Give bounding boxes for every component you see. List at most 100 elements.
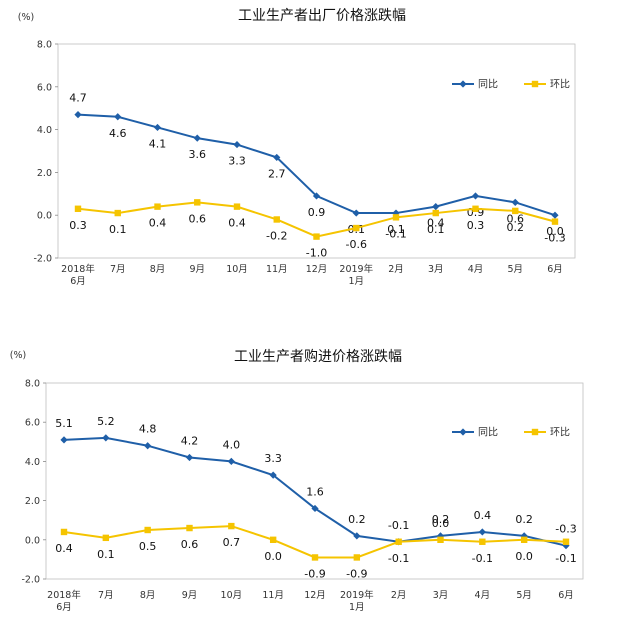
y-tick-label: 2.0 xyxy=(37,168,52,179)
data-point-marker xyxy=(478,528,486,536)
x-tick-label: 12月 xyxy=(306,264,328,275)
data-point-marker xyxy=(392,214,400,221)
data-label: 0.0 xyxy=(515,550,533,563)
x-tick-label: 2019年 xyxy=(339,263,373,275)
data-label: 0.6 xyxy=(189,212,207,225)
data-point-marker xyxy=(114,209,121,217)
x-tick-label: 11月 xyxy=(266,264,288,275)
x-tick-label: 10月 xyxy=(221,590,243,601)
data-label: 4.7 xyxy=(69,92,87,105)
data-point-marker xyxy=(227,457,235,465)
data-point-marker xyxy=(154,203,161,210)
x-tick-label: 3月 xyxy=(428,264,444,275)
data-point-marker xyxy=(432,203,440,211)
y-tick-label: 6.0 xyxy=(25,418,40,429)
data-point-marker xyxy=(562,538,570,545)
data-label: 0.0 xyxy=(432,517,450,530)
x-tick-label: 6月 xyxy=(56,602,72,613)
data-label: -1.0 xyxy=(306,247,327,260)
data-point-marker xyxy=(186,524,193,532)
data-label: 3.3 xyxy=(264,452,282,465)
data-point-marker xyxy=(194,199,201,206)
x-tick-label: 8月 xyxy=(150,264,166,275)
data-point-marker xyxy=(185,453,194,462)
legend-label: 同比 xyxy=(478,427,498,439)
data-label: 0.1 xyxy=(97,548,115,561)
x-tick-label: 6月 xyxy=(547,264,563,275)
data-point-marker xyxy=(228,522,235,530)
data-label: 0.4 xyxy=(474,509,492,522)
data-label: -0.9 xyxy=(304,567,325,580)
data-label: 0.2 xyxy=(348,513,366,526)
legend-swatch-marker xyxy=(531,428,539,436)
x-tick-label: 1月 xyxy=(348,276,364,287)
data-point-marker xyxy=(437,536,444,543)
x-tick-label: 5月 xyxy=(507,264,523,275)
data-label: 0.7 xyxy=(223,536,241,549)
data-point-marker xyxy=(60,528,68,536)
data-label: 0.4 xyxy=(427,217,445,230)
data-label: 0.4 xyxy=(228,217,246,230)
legend-label: 环比 xyxy=(550,427,570,439)
x-tick-label: 5月 xyxy=(516,590,532,601)
data-label: 0.0 xyxy=(546,225,564,238)
x-tick-label: 7月 xyxy=(110,264,126,275)
data-label: 5.1 xyxy=(55,417,73,430)
legend-swatch-marker xyxy=(459,80,467,88)
x-tick-label: 11月 xyxy=(262,590,284,601)
x-tick-label: 2月 xyxy=(388,264,404,275)
y-tick-label: 8.0 xyxy=(25,379,40,390)
data-label: 0.1 xyxy=(387,223,405,236)
data-point-marker xyxy=(479,538,486,545)
data-point-marker xyxy=(60,436,68,444)
data-label: -0.2 xyxy=(266,229,287,242)
data-label: 0.3 xyxy=(467,219,485,232)
data-label: 0.1 xyxy=(427,223,445,236)
x-tick-label: 8月 xyxy=(140,590,156,601)
legend-swatch-marker xyxy=(459,428,467,436)
data-point-marker xyxy=(273,153,281,162)
y-tick-label: -2.0 xyxy=(33,254,52,265)
data-label: 0.4 xyxy=(149,217,167,230)
data-point-marker xyxy=(233,203,241,210)
data-point-marker xyxy=(153,123,162,132)
data-label: 4.0 xyxy=(223,438,241,451)
data-point-marker xyxy=(269,471,277,479)
data-point-marker xyxy=(102,434,110,442)
data-point-marker xyxy=(432,209,439,217)
y-tick-label: 6.0 xyxy=(37,82,52,93)
data-point-marker xyxy=(74,205,82,212)
legend-label: 环比 xyxy=(550,79,570,91)
x-tick-label: 3月 xyxy=(433,590,449,601)
data-label: 0.0 xyxy=(264,550,282,563)
data-point-marker xyxy=(551,218,559,225)
legend-label: 同比 xyxy=(478,79,498,91)
data-label: 4.2 xyxy=(181,434,199,447)
data-point-marker xyxy=(311,504,319,513)
data-label: -0.1 xyxy=(555,552,576,565)
data-label: -0.3 xyxy=(555,523,576,536)
y-tick-label: 2.0 xyxy=(25,496,40,507)
data-label: -0.1 xyxy=(388,552,409,565)
data-point-marker xyxy=(353,554,361,561)
x-tick-label: 2018年 xyxy=(47,589,81,601)
y-axis-unit-label: (%) xyxy=(18,12,34,23)
y-tick-label: -2.0 xyxy=(21,575,40,586)
y-tick-label: 4.0 xyxy=(37,125,52,136)
data-point-marker xyxy=(102,534,110,542)
data-point-marker xyxy=(74,111,82,119)
data-label: 4.1 xyxy=(149,137,167,150)
data-label: 0.5 xyxy=(139,540,157,553)
data-point-marker xyxy=(551,211,559,219)
data-label: 4.8 xyxy=(139,423,157,436)
data-label: 4.6 xyxy=(109,127,127,140)
data-point-marker xyxy=(472,205,479,212)
data-point-marker xyxy=(353,532,361,540)
x-tick-label: 2月 xyxy=(391,590,407,601)
data-point-marker xyxy=(193,134,201,142)
x-tick-label: 1月 xyxy=(349,602,365,613)
data-point-marker xyxy=(512,207,519,215)
x-tick-label: 9月 xyxy=(182,590,198,601)
y-tick-label: 0.0 xyxy=(37,211,52,222)
